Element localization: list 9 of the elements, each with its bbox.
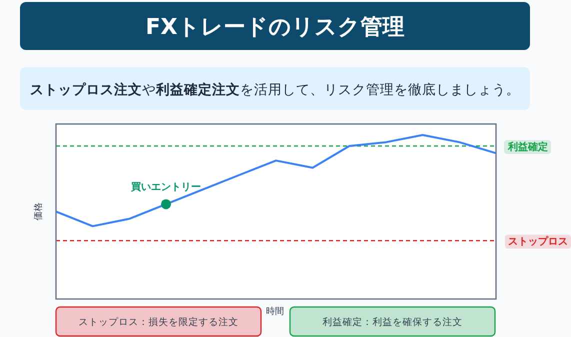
annotation: 買いエントリー xyxy=(130,182,201,194)
y-axis-title: 価格 xyxy=(33,202,44,220)
ref-line-label: 利益確定 xyxy=(507,140,548,153)
ref-line-label: ストップロス xyxy=(508,236,568,248)
text: 利益確定：利益を確保する注文 xyxy=(322,316,462,328)
x-axis-title: 時間 xyxy=(266,306,284,317)
chart-title: FXトレードのリスク管理 xyxy=(146,15,404,40)
text: ストップロス：損失を限定する注文 xyxy=(78,316,238,328)
chart-subtitle: ストップロス注文や利益確定注文を活用して、リスク管理を徹底しましょう。 xyxy=(30,81,520,98)
